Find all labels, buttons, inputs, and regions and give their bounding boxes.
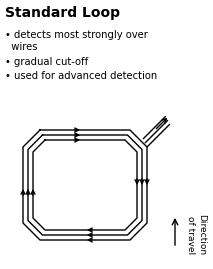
- Text: Direction
of travel: Direction of travel: [186, 214, 206, 256]
- Text: • used for advanced detection: • used for advanced detection: [5, 71, 157, 81]
- Text: • gradual cut-off: • gradual cut-off: [5, 57, 88, 67]
- Text: Standard Loop: Standard Loop: [5, 6, 120, 20]
- Text: • detects most strongly over
  wires: • detects most strongly over wires: [5, 30, 148, 52]
